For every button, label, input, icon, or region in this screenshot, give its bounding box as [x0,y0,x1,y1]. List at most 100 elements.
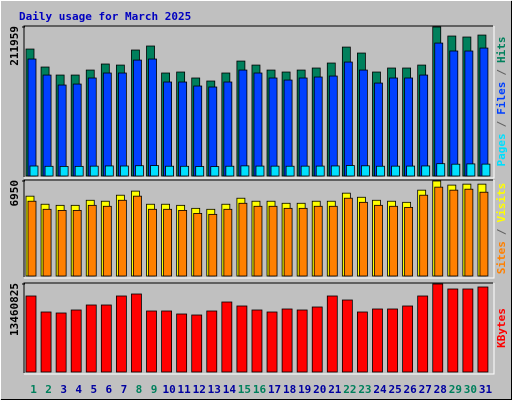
bar [238,202,248,277]
bar [402,305,414,373]
bar [178,209,188,277]
bar [449,50,459,177]
bar [372,308,383,373]
x-tick-label: 23 [358,383,371,396]
bar [341,299,353,373]
bar [328,205,338,277]
legend-separator: / [495,228,508,235]
x-tick-label: 17 [268,383,281,396]
bar [359,69,368,177]
x-tick-label: 19 [298,383,311,396]
bar [221,301,233,373]
panel-bevel [24,180,495,279]
bar [193,85,203,177]
bar [447,288,459,373]
bar [131,293,142,373]
legend-label: Hits [495,37,508,64]
panel-bevel [24,26,495,179]
panel-bevel [23,25,493,177]
bar [421,165,431,177]
bar [146,310,157,373]
bar [434,42,444,177]
bar [206,310,218,373]
bar [133,59,142,177]
x-tick-label: 6 [106,383,113,396]
bar [150,165,159,177]
bar [315,165,325,177]
bar [193,212,203,277]
bar [29,165,39,177]
bar [466,163,476,177]
bar [434,186,444,277]
bar [165,165,174,177]
bar [432,283,444,373]
bar [300,165,310,177]
bar [223,208,233,277]
bar [253,72,263,177]
bar [119,165,129,177]
x-tick-label: 15 [238,383,251,396]
bar [417,295,429,373]
bar [161,310,172,373]
bar [419,194,429,277]
x-tick-label: 26 [404,383,418,396]
bar [326,295,338,373]
legend-label: Pages [495,133,508,166]
bar [115,295,127,373]
bar [223,81,233,177]
bar [464,188,474,277]
x-tick-label: 28 [434,383,447,396]
x-tick-label: 11 [178,383,192,396]
bar [25,295,37,373]
x-tick-label: 29 [449,383,462,396]
chart-title: Daily usage for March 2025 [19,10,191,23]
y-tick-label: 13460825 [8,283,21,336]
x-tick-label: 9 [151,383,158,396]
bar [298,207,308,277]
x-tick-label: 12 [193,383,206,396]
bar [163,208,172,277]
bar [328,75,338,177]
bar [436,163,446,177]
x-tick-label: 3 [60,383,67,396]
bar [449,189,459,277]
legend: Sites / Visits [495,183,508,275]
bar [345,165,355,177]
bar [57,84,67,177]
bar [178,81,188,177]
bar [27,58,37,177]
bar [330,165,340,177]
legend-label: Files [495,82,508,115]
bar [266,311,278,373]
bar [313,76,323,177]
bar [404,206,414,277]
panel-bevel [23,179,493,277]
x-tick-label: 5 [90,383,97,396]
bar [255,165,265,177]
bar [70,309,82,373]
bar [191,314,203,373]
bar [343,61,353,177]
bar [210,166,220,177]
x-tick-label: 1 [30,383,37,396]
bar [391,165,400,177]
bar [225,165,235,177]
y-tick-label: 6950 [8,180,21,207]
x-tick-label: 25 [388,383,401,396]
x-tick-label: 8 [136,383,143,396]
bar [57,209,67,277]
bar [55,312,67,373]
bar [240,165,250,177]
bar [285,165,295,177]
legend-label: Sites [495,241,508,274]
bar [59,166,69,177]
x-tick-label: 10 [162,383,175,396]
bar [176,313,188,373]
bar [343,197,353,277]
x-tick-label: 27 [419,383,432,396]
bar [462,288,474,373]
bar [283,207,293,277]
legend-separator: / [495,69,508,76]
bar [40,311,52,373]
bar [102,205,112,277]
